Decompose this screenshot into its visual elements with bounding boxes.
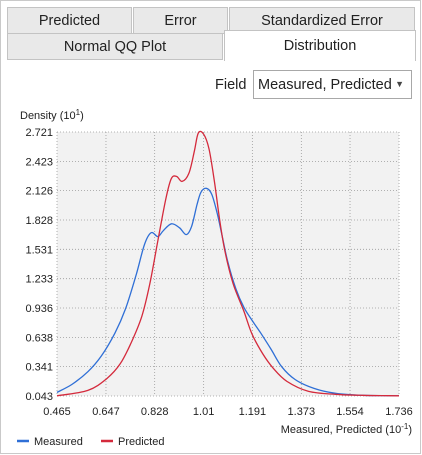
series-line-predicted	[56, 130, 400, 397]
x-tick-label: 1.191	[239, 406, 267, 418]
y-tick-label: 0.043	[25, 391, 53, 403]
x-tick-label: 0.647	[92, 406, 120, 418]
x-tick-label: 0.465	[43, 406, 71, 418]
tab-normal-qq-plot[interactable]: Normal QQ Plot	[7, 33, 223, 60]
field-select-value: Measured, Predicted	[258, 76, 392, 93]
y-ticks: 2.721 2.423 2.126 1.828 1.531 1.233 0.936 0.638…	[25, 127, 53, 403]
tab-standardized-error[interactable]: Standardized Error	[229, 7, 415, 34]
x-tick-label: 1.01	[193, 406, 214, 418]
legend-label-predicted: Predicted	[118, 436, 164, 448]
y-tick-label: 2.721	[25, 127, 53, 139]
x-tick-label: 1.554	[336, 406, 364, 418]
chevron-down-icon: ▼	[395, 79, 404, 89]
series-line-measured	[56, 187, 400, 397]
series-lines	[56, 130, 400, 397]
y-tick-label: 1.233	[25, 274, 53, 286]
grid	[56, 131, 400, 397]
y-tick-label: 0.341	[25, 362, 53, 374]
tab-distribution[interactable]: Distribution	[224, 30, 416, 61]
field-label: Field	[215, 77, 247, 93]
legend-label-measured: Measured	[34, 436, 83, 448]
x-tick-label: 1.736	[385, 406, 413, 418]
field-select[interactable]: Measured, Predicted ▼	[253, 70, 412, 99]
y-tick-label: 2.423	[25, 156, 53, 168]
y-tick-label: 2.126	[25, 186, 53, 198]
y-tick-label: 1.828	[25, 215, 53, 227]
y-axis-title: Density (101)	[20, 108, 84, 122]
legend: Measured Predicted	[17, 436, 164, 448]
tab-predicted[interactable]: Predicted	[7, 7, 132, 34]
x-tick-label: 1.373	[288, 406, 316, 418]
x-ticks: 0.465 0.647 0.828 1.01 1.191 1.373 1.554 1.736	[43, 406, 413, 418]
x-tick-label: 0.828	[141, 406, 169, 418]
y-tick-label: 1.531	[25, 244, 53, 256]
y-tick-label: 0.638	[25, 332, 53, 344]
y-tick-label: 0.936	[25, 303, 53, 315]
x-axis-title: Measured, Predicted (10-1)	[281, 422, 412, 436]
